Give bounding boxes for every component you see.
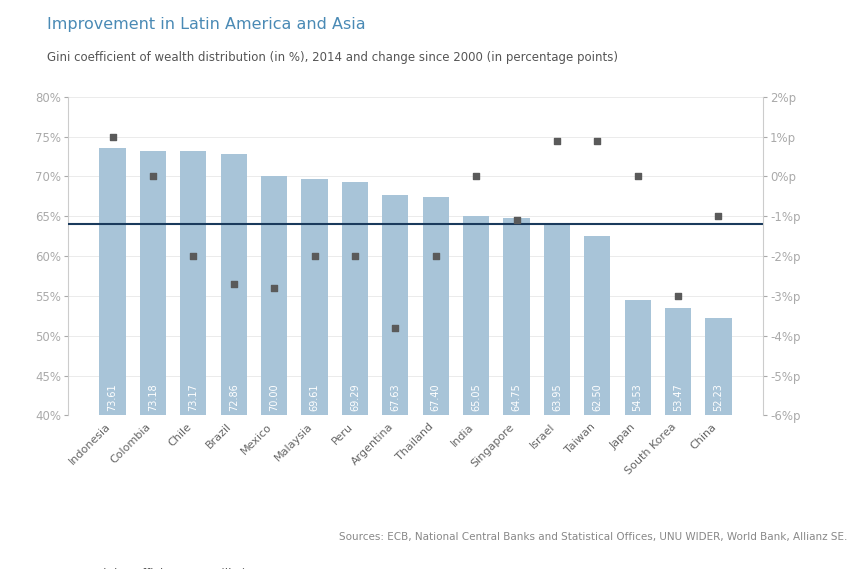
- Bar: [584, 236, 611, 415]
- Point: [349, 251, 362, 261]
- Point: [146, 172, 159, 181]
- Text: 70.00: 70.00: [269, 384, 279, 411]
- Bar: [706, 318, 732, 415]
- Bar: [625, 300, 650, 415]
- Bar: [261, 176, 287, 415]
- Text: 73.18: 73.18: [148, 384, 158, 411]
- Point: [590, 136, 604, 145]
- Text: 73.61: 73.61: [108, 384, 118, 411]
- Bar: [504, 218, 530, 415]
- Text: 67.40: 67.40: [431, 384, 441, 411]
- Text: 52.23: 52.23: [713, 384, 723, 411]
- Point: [106, 132, 120, 141]
- Text: 53.47: 53.47: [673, 384, 683, 411]
- Text: 54.53: 54.53: [633, 384, 643, 411]
- Point: [227, 279, 241, 288]
- Bar: [665, 308, 691, 415]
- Legend: Gini coefficient 2014 (lhs), Global average 2014, Change since 2000 (rhs): Gini coefficient 2014 (lhs), Global aver…: [74, 568, 246, 569]
- Bar: [342, 182, 368, 415]
- Text: 67.63: 67.63: [390, 384, 400, 411]
- Point: [429, 251, 443, 261]
- Point: [550, 136, 564, 145]
- Bar: [463, 216, 489, 415]
- Text: 69.61: 69.61: [310, 384, 320, 411]
- Point: [308, 251, 321, 261]
- Text: Sources: ECB, National Central Banks and Statistical Offices, UNU WIDER, World B: Sources: ECB, National Central Banks and…: [339, 531, 847, 542]
- Bar: [544, 225, 570, 415]
- Point: [510, 216, 523, 225]
- Text: 63.95: 63.95: [552, 384, 562, 411]
- Point: [267, 283, 281, 292]
- Text: 62.50: 62.50: [592, 384, 602, 411]
- Text: 69.29: 69.29: [350, 384, 360, 411]
- Bar: [220, 154, 247, 415]
- Text: 64.75: 64.75: [511, 384, 522, 411]
- Point: [631, 172, 644, 181]
- Point: [187, 251, 200, 261]
- Point: [388, 323, 402, 332]
- Bar: [99, 147, 126, 415]
- Text: Improvement in Latin America and Asia: Improvement in Latin America and Asia: [47, 17, 365, 32]
- Text: 65.05: 65.05: [471, 384, 481, 411]
- Bar: [140, 151, 166, 415]
- Point: [672, 291, 685, 300]
- Bar: [422, 197, 449, 415]
- Point: [469, 172, 483, 181]
- Bar: [301, 179, 327, 415]
- Text: 73.17: 73.17: [188, 384, 198, 411]
- Bar: [382, 195, 409, 415]
- Text: 72.86: 72.86: [229, 384, 239, 411]
- Point: [711, 212, 725, 221]
- Bar: [181, 151, 206, 415]
- Text: Gini coefficient of wealth distribution (in %), 2014 and change since 2000 (in p: Gini coefficient of wealth distribution …: [47, 51, 617, 64]
